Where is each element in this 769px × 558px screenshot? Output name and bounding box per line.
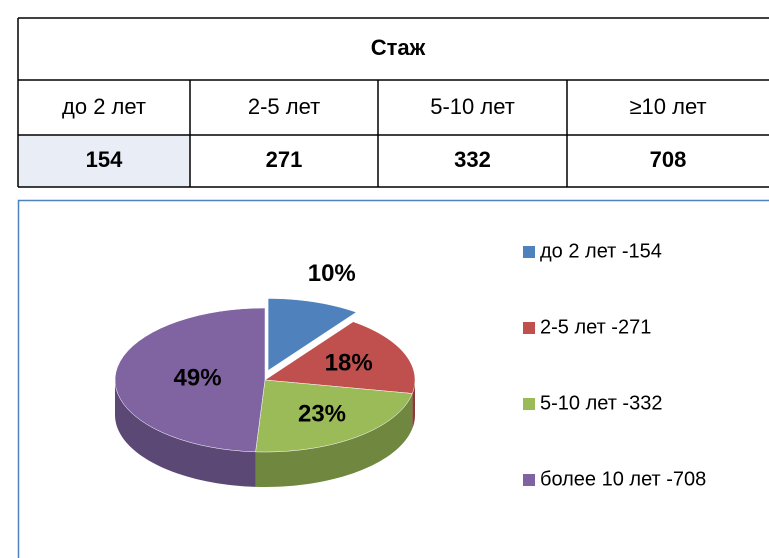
cell-value: 154 — [86, 147, 123, 172]
legend-label: более 10 лет -708 — [540, 468, 706, 490]
data-label: 18% — [325, 349, 373, 376]
cell-value: 332 — [454, 147, 491, 172]
data-label: 10% — [308, 260, 356, 287]
column-header: 2-5 лет — [248, 94, 320, 119]
legend-swatch — [523, 474, 535, 486]
slice-side — [255, 393, 413, 487]
cell-value: 271 — [266, 147, 303, 172]
pie-slice — [264, 321, 416, 394]
legend-swatch — [523, 246, 535, 258]
table-title: Стаж — [371, 35, 426, 60]
legend-label: 5-10 лет -332 — [540, 392, 662, 414]
cell-value: 708 — [650, 147, 687, 172]
pie-slice — [267, 298, 357, 371]
highlight-cell — [18, 135, 190, 187]
column-header: до 2 лет — [62, 94, 146, 119]
pie-slice — [114, 307, 266, 453]
chart-frame — [17, 199, 769, 558]
pie-slice — [255, 379, 413, 453]
data-label: 23% — [298, 401, 346, 428]
data-label: 49% — [174, 364, 222, 391]
slice-side — [115, 380, 256, 487]
chart: 10% 18% 23% 49% до 2 лет -154 2-5 лет -271 5-1… — [114, 240, 706, 490]
legend-swatch — [523, 322, 535, 334]
table: Стаж до 2 лет 154 2-5 лет 271 5-10 лет 332 ≥10 … — [17, 17, 769, 188]
legend-label: до 2 лет -154 — [540, 240, 662, 262]
legend-swatch — [523, 398, 535, 410]
column-header: 5-10 лет — [430, 94, 515, 119]
column-header: ≥10 лет — [629, 94, 706, 119]
legend-label: 2-5 лет -271 — [540, 316, 651, 338]
